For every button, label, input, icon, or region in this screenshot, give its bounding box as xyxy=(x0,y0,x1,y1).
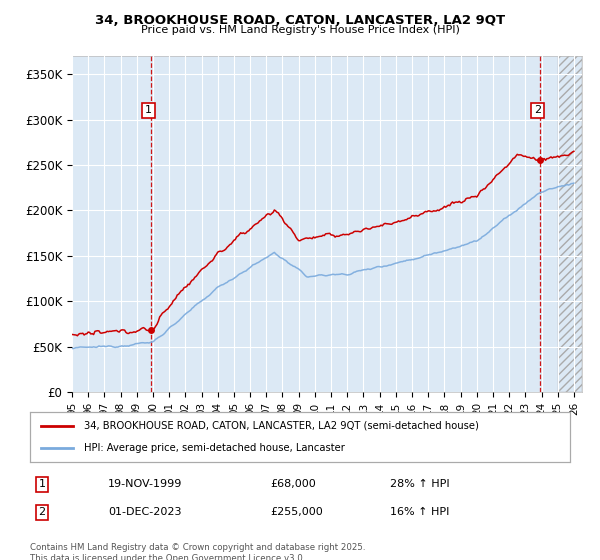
Text: 19-NOV-1999: 19-NOV-1999 xyxy=(108,479,182,489)
Bar xyxy=(558,56,582,392)
Text: 1: 1 xyxy=(145,105,152,115)
Text: Price paid vs. HM Land Registry's House Price Index (HPI): Price paid vs. HM Land Registry's House … xyxy=(140,25,460,35)
Text: 28% ↑ HPI: 28% ↑ HPI xyxy=(390,479,449,489)
Text: 2: 2 xyxy=(38,507,46,517)
Text: 1: 1 xyxy=(38,479,46,489)
Text: HPI: Average price, semi-detached house, Lancaster: HPI: Average price, semi-detached house,… xyxy=(84,443,345,453)
Bar xyxy=(558,56,582,392)
Text: £68,000: £68,000 xyxy=(270,479,316,489)
Text: 01-DEC-2023: 01-DEC-2023 xyxy=(108,507,182,517)
Text: 2: 2 xyxy=(534,105,541,115)
Text: 34, BROOKHOUSE ROAD, CATON, LANCASTER, LA2 9QT: 34, BROOKHOUSE ROAD, CATON, LANCASTER, L… xyxy=(95,14,505,27)
Text: 16% ↑ HPI: 16% ↑ HPI xyxy=(390,507,449,517)
Text: 34, BROOKHOUSE ROAD, CATON, LANCASTER, LA2 9QT (semi-detached house): 34, BROOKHOUSE ROAD, CATON, LANCASTER, L… xyxy=(84,421,479,431)
Text: Contains HM Land Registry data © Crown copyright and database right 2025.
This d: Contains HM Land Registry data © Crown c… xyxy=(30,543,365,560)
Text: £255,000: £255,000 xyxy=(270,507,323,517)
